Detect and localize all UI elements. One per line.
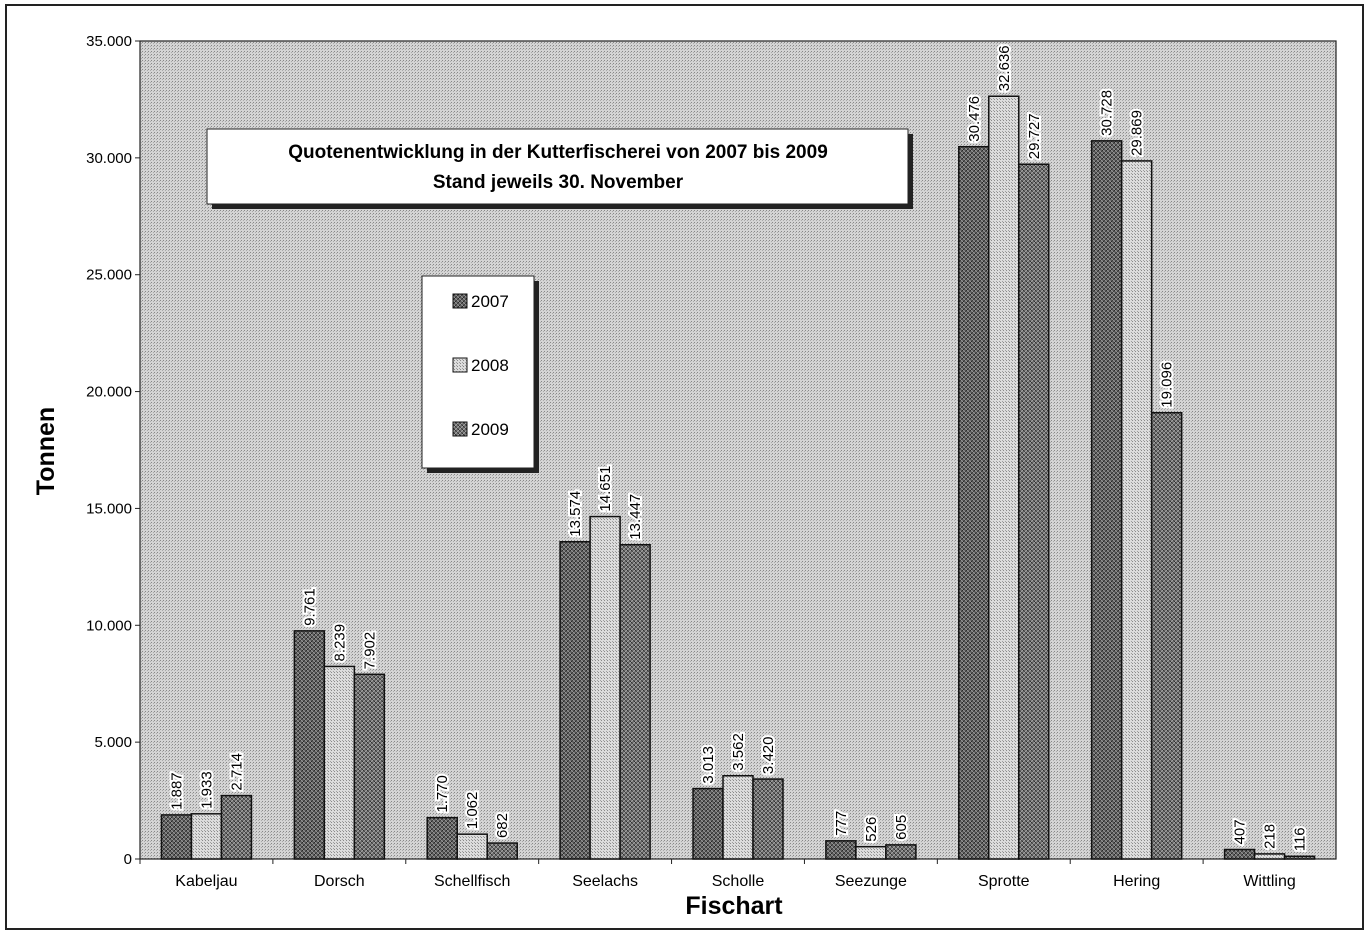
bar-2007-scholle xyxy=(693,789,723,859)
data-label: 8.239 xyxy=(331,624,348,662)
x-category-label: Schellfisch xyxy=(434,873,510,890)
data-label: 407 xyxy=(1232,819,1249,844)
data-label: 7.902 xyxy=(361,632,378,670)
legend-swatch-2008 xyxy=(453,358,467,372)
bar-2007-dorsch xyxy=(294,631,324,859)
x-axis-categories: Kabeljau Dorsch Schellfisch Seelachs Scholle… xyxy=(140,859,1296,890)
bar-2009-seelachs xyxy=(620,545,650,859)
legend-label-2009: 2009 xyxy=(471,420,509,439)
data-label: 9.761 xyxy=(301,588,318,626)
bar-2008-dorsch xyxy=(324,666,354,859)
x-axis-title: Fischart xyxy=(685,892,783,920)
chart-subtitle: Stand jeweils 30. November xyxy=(433,172,684,193)
bar-2008-wittling xyxy=(1255,854,1285,859)
x-category-label: Wittling xyxy=(1243,873,1295,890)
data-label: 29.869 xyxy=(1129,110,1146,156)
y-tick-label: 30.000 xyxy=(86,150,132,167)
bar-2007-seelachs xyxy=(560,542,590,859)
bar-2009-dorsch xyxy=(354,674,384,859)
data-label: 13.574 xyxy=(567,491,584,537)
y-tick-label: 0 xyxy=(124,851,132,868)
data-label: 605 xyxy=(893,815,910,840)
y-tick-label: 25.000 xyxy=(86,267,132,284)
bar-2008-kabeljau xyxy=(191,814,221,859)
data-label: 2.714 xyxy=(228,753,245,791)
bar-2008-sprotte xyxy=(989,96,1019,859)
data-label: 30.728 xyxy=(1099,90,1116,136)
y-axis-ticks: 0 5.000 10.000 15.000 20.000 25.000 30.000 35.0… xyxy=(86,33,140,868)
data-label: 19.096 xyxy=(1159,362,1176,408)
legend-swatch-2009 xyxy=(453,422,467,436)
bar-2009-sprotte xyxy=(1019,164,1049,859)
bar-chart: 1.887 1.933 2.714 9.761 8.239 7.902 1.770 1.062… xyxy=(7,6,1366,932)
data-label: 32.636 xyxy=(996,45,1013,91)
data-label: 1.770 xyxy=(434,775,451,813)
bar-2008-scholle xyxy=(723,776,753,859)
bar-2009-scholle xyxy=(753,779,783,859)
data-label: 116 xyxy=(1292,827,1309,851)
bar-2007-schellfisch xyxy=(427,818,457,859)
x-category-label: Sprotte xyxy=(978,873,1030,890)
chart-title: Quotenentwicklung in der Kutterfischerei… xyxy=(288,142,828,163)
y-tick-label: 15.000 xyxy=(86,500,132,517)
y-tick-label: 5.000 xyxy=(94,734,132,751)
bar-2009-kabeljau xyxy=(221,796,251,859)
bar-2009-wittling xyxy=(1285,856,1315,859)
bar-2008-seezunge xyxy=(856,847,886,859)
data-label: 526 xyxy=(863,817,880,842)
data-label: 3.013 xyxy=(700,746,717,784)
bar-2009-schellfisch xyxy=(487,843,517,859)
bar-2008-seelachs xyxy=(590,517,620,859)
legend-swatch-2007 xyxy=(453,294,467,308)
bar-2007-hering xyxy=(1092,141,1122,859)
bar-2009-hering xyxy=(1152,413,1182,859)
data-label: 1.933 xyxy=(198,771,215,809)
data-label: 3.420 xyxy=(760,737,777,775)
data-label: 682 xyxy=(494,813,511,838)
x-category-label: Seezunge xyxy=(835,873,907,890)
x-category-label: Seelachs xyxy=(572,873,638,890)
bar-2007-kabeljau xyxy=(161,815,191,859)
x-category-label: Scholle xyxy=(712,873,765,890)
data-label: 777 xyxy=(833,811,850,836)
y-axis-title: Tonnen xyxy=(32,407,60,495)
bar-2008-hering xyxy=(1122,161,1152,859)
data-label: 218 xyxy=(1262,824,1279,849)
bar-2009-seezunge xyxy=(886,845,916,859)
bar-2007-seezunge xyxy=(826,841,856,859)
bar-2007-wittling xyxy=(1225,849,1255,859)
y-tick-label: 35.000 xyxy=(86,33,132,50)
x-category-label: Hering xyxy=(1113,873,1160,890)
legend-label-2008: 2008 xyxy=(471,356,509,375)
data-label: 29.727 xyxy=(1026,113,1043,159)
data-label: 30.476 xyxy=(966,96,983,142)
data-label: 1.887 xyxy=(168,772,185,810)
bar-2007-sprotte xyxy=(959,147,989,859)
data-label: 14.651 xyxy=(597,466,614,512)
data-label: 13.447 xyxy=(627,494,644,540)
legend-label-2007: 2007 xyxy=(471,292,509,311)
chart-frame: 1.887 1.933 2.714 9.761 8.239 7.902 1.770 1.062… xyxy=(5,4,1364,930)
bar-2008-schellfisch xyxy=(457,834,487,859)
data-label: 3.562 xyxy=(730,733,747,771)
x-category-label: Kabeljau xyxy=(175,873,237,890)
y-tick-label: 10.000 xyxy=(86,617,132,634)
data-label: 1.062 xyxy=(464,792,481,830)
y-tick-label: 20.000 xyxy=(86,384,132,401)
x-category-label: Dorsch xyxy=(314,873,365,890)
